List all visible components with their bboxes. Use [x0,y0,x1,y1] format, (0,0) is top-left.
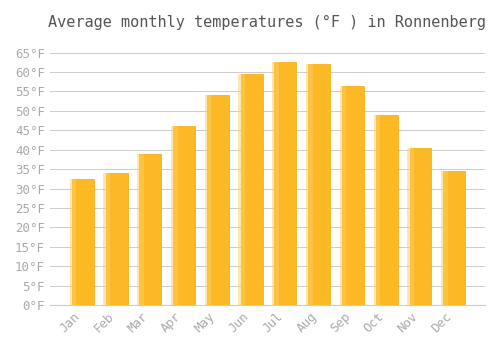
Title: Average monthly temperatures (°F ) in Ronnenberg: Average monthly temperatures (°F ) in Ro… [48,15,486,30]
Bar [171,126,177,305]
Bar [104,173,110,305]
Bar [306,64,312,305]
Bar [340,85,346,305]
Bar [410,148,432,305]
Bar [173,126,195,305]
Bar [374,115,380,305]
Bar [72,179,94,305]
Bar [70,179,76,305]
Bar [204,95,212,305]
Bar [408,148,414,305]
Bar [342,85,364,305]
Bar [376,115,398,305]
Bar [137,154,144,305]
Bar [207,95,229,305]
Bar [240,74,262,305]
Bar [238,74,245,305]
Bar [272,62,279,305]
Bar [106,173,128,305]
Bar [308,64,330,305]
Bar [441,171,448,305]
Bar [140,154,162,305]
Bar [274,62,296,305]
Bar [444,171,465,305]
